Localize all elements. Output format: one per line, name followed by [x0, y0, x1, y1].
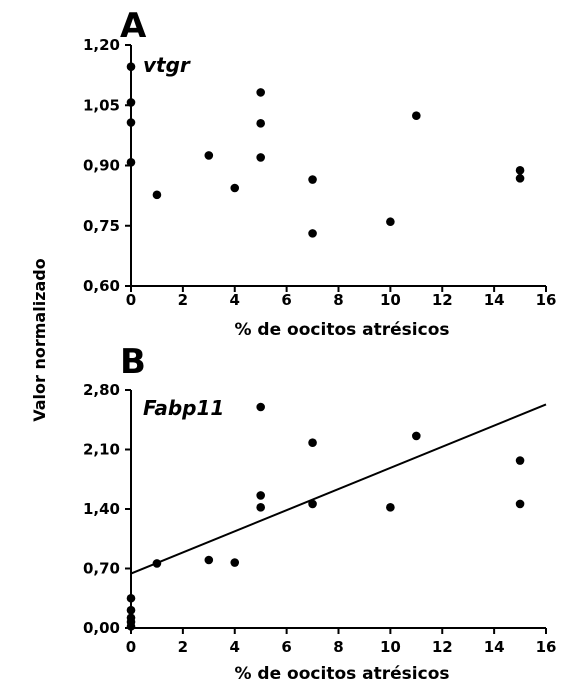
panel-b-y-tick-label: 2,80	[83, 381, 120, 399]
panel-b-data-point	[515, 456, 525, 465]
panel-a: A vtgr 0,60 0,75 0,90 1,05 1,20 0 2 4 6 8 10 12 14 16…	[83, 6, 556, 340]
panel-b-x-tick-label: 4	[230, 638, 240, 656]
panel-b-data-point	[256, 402, 265, 412]
panel-a-data-point	[386, 217, 395, 227]
panel-b-x-tick-label: 8	[333, 638, 343, 656]
panel-a-data-point	[126, 98, 136, 107]
panel-b-y-tick-label: 1,40	[83, 500, 120, 518]
panel-b-data-point	[256, 491, 265, 500]
panel-b-axes: 0,00 0,70 1,40 2,10 2,80 0 2 4 6 8 10 12 14 16	[83, 381, 556, 656]
panel-a-y-tick-label: 1,20	[83, 36, 120, 54]
panel-a-title: vtgr	[143, 53, 191, 77]
panel-a-y-tick-label: 0,60	[83, 277, 120, 295]
panel-b-trendline	[130, 403, 547, 575]
panel-a-data-point	[515, 174, 525, 183]
panel-b-title: Fabp11	[143, 396, 224, 420]
panel-a-data-point	[515, 166, 525, 175]
panel-a-data-point	[308, 229, 317, 238]
panel-b-data-point	[412, 431, 421, 441]
panel-b-x-tick-label: 12	[432, 638, 453, 656]
panel-a-x-tick-label: 12	[432, 291, 453, 309]
panel-a-data-point	[308, 175, 317, 184]
panel-a-x-tick-label: 10	[380, 291, 401, 309]
panel-a-x-tick-label: 4	[230, 291, 240, 309]
panel-b-x-tick-label: 10	[380, 638, 401, 656]
panel-a-data-point	[256, 88, 265, 97]
panel-a-data-point	[126, 118, 136, 127]
panel-b-data-point	[126, 605, 136, 615]
panel-a-axes: 0,60 0,75 0,90 1,05 1,20 0 2 4 6 8 10 12 14 16	[83, 36, 556, 309]
panel-a-x-axis-label: % de oocitos atrésicos	[234, 320, 449, 340]
panel-a-data-point	[204, 151, 214, 160]
panel-b-data-point	[308, 438, 317, 448]
panel-b-data-point	[152, 559, 162, 568]
panel-a-x-tick-label: 2	[178, 291, 188, 309]
panel-a-y-tick-label: 1,05	[83, 96, 120, 114]
panel-b-trendline-group	[130, 403, 547, 575]
panel-b-x-axis-label: % de oocitos atrésicos	[234, 664, 449, 684]
panel-b-data-point	[126, 593, 136, 603]
panel-b-letter: B	[120, 342, 146, 382]
panel-a-data-point	[412, 111, 421, 120]
panel-b-x-tick-label: 0	[126, 638, 136, 656]
panel-a-data-point	[126, 62, 136, 71]
shared-y-axis-label: Valor normalizado	[30, 258, 49, 422]
panel-b-y-tick-label: 0,00	[83, 619, 120, 637]
panel-b-data-point	[230, 558, 240, 567]
panel-b-data-point	[126, 622, 136, 631]
panel-b-x-tick-label: 14	[484, 638, 505, 656]
panel-a-y-tick-label: 0,75	[83, 217, 120, 235]
panel-b-y-tick-label: 2,10	[83, 441, 120, 459]
panel-b-x-tick-label: 2	[178, 638, 188, 656]
panel-b-data-point	[308, 499, 317, 509]
panel-a-points	[126, 62, 525, 238]
panel-a-x-tick-label: 6	[281, 291, 291, 309]
panel-a-y-tick-label: 0,90	[83, 157, 120, 175]
panel-a-x-tick-label: 16	[536, 291, 557, 309]
panel-a-x-tick-label: 14	[484, 291, 505, 309]
panel-b: B Fabp11 0,00 0,70 1,40 2,10 2,80 0 2 4 6 8 10 12 14…	[83, 342, 556, 684]
panel-b-data-point	[515, 499, 525, 509]
panel-b-points	[126, 402, 525, 631]
panel-b-x-tick-label: 6	[281, 638, 291, 656]
panel-a-x-tick-label: 8	[333, 291, 343, 309]
panel-a-letter: A	[120, 6, 147, 46]
panel-b-data-point	[256, 503, 265, 512]
panel-b-data-point	[204, 555, 214, 565]
panel-b-data-point	[386, 503, 395, 512]
panel-a-data-point	[230, 183, 240, 193]
panel-a-data-point	[256, 119, 265, 128]
panel-b-x-tick-label: 16	[536, 638, 557, 656]
panel-a-data-point	[126, 157, 136, 167]
panel-a-x-tick-label: 0	[126, 291, 136, 309]
panel-a-data-point	[256, 153, 265, 162]
panel-b-y-tick-label: 0,70	[83, 560, 120, 578]
panel-a-data-point	[152, 190, 162, 200]
